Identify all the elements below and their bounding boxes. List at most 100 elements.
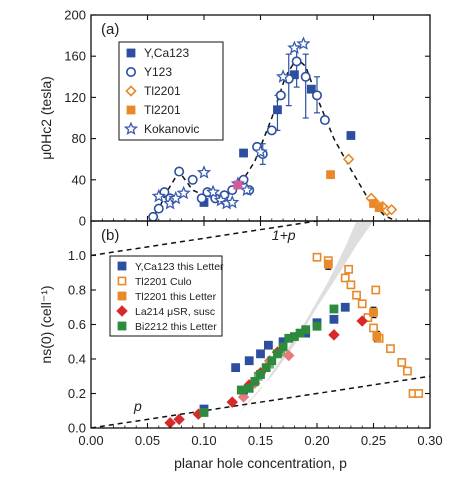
error-bar [302, 53, 309, 119]
data-point [199, 408, 209, 417]
legend-a: Y,Ca123 Y123 Tl2201 Tl2201 Kokanovic [118, 41, 224, 141]
y-tick-label: 80 [72, 131, 86, 146]
data-point [151, 188, 166, 203]
data-point [319, 115, 330, 126]
data-point [278, 342, 288, 352]
annotation-1: p [133, 398, 142, 414]
x-tick-label: 0.15 [248, 433, 273, 448]
data-point [340, 273, 350, 283]
data-point [311, 90, 322, 101]
panel-label: (b) [101, 227, 119, 244]
data-point [250, 377, 260, 386]
legend-marker [126, 67, 137, 78]
data-point [173, 413, 185, 426]
plot-area-a [148, 36, 398, 221]
data-point [296, 36, 311, 50]
data-point [205, 184, 221, 199]
data-point [153, 203, 164, 214]
data-point [244, 383, 254, 393]
data-point [226, 396, 238, 408]
y-axis-label: μ0Hc2 (tesla) [38, 76, 54, 160]
y-tick-label: 0.0 [68, 421, 86, 436]
faded-point-1-3 [283, 349, 295, 362]
y-tick-label: 40 [72, 172, 86, 187]
data-point [196, 165, 212, 179]
data-point [402, 366, 412, 376]
legend-marker [126, 105, 136, 115]
y-tick-label: 0.8 [68, 283, 86, 298]
legend-marker [117, 291, 127, 301]
legend-box [109, 255, 223, 337]
data-point [273, 349, 282, 359]
series-0 [199, 70, 356, 207]
y-tick-label: 160 [64, 49, 86, 64]
data-point [300, 71, 311, 82]
x-axis-label: planar hole concentration, p [174, 455, 347, 471]
data-point [386, 344, 395, 354]
faded-point-1-0 [237, 391, 250, 403]
legend-label: Y123 [144, 65, 172, 79]
confidence-band [237, 221, 397, 415]
data-point [273, 105, 282, 115]
data-point [306, 84, 316, 94]
data-point [253, 144, 268, 159]
legend-marker [123, 121, 139, 136]
annotation-0: 1+p [272, 227, 296, 243]
legend-marker [117, 276, 127, 286]
data-point [346, 280, 356, 290]
data-point [244, 356, 254, 366]
y-tick-label: 0 [79, 214, 86, 229]
y-tick-label: 0.4 [68, 352, 86, 367]
data-point [329, 304, 339, 314]
legend-label: Y,Ca123 this Letter [135, 261, 224, 273]
data-point [342, 153, 355, 165]
data-point [369, 323, 378, 333]
legend-label: Tl2201 Culo [135, 276, 192, 288]
x-tick-label: 0.25 [361, 433, 386, 448]
data-point [372, 332, 382, 341]
data-point [352, 290, 361, 300]
y-tick-label: 1.0 [68, 248, 86, 263]
series-3 [326, 170, 384, 213]
data-point [231, 363, 241, 373]
legend-marker [117, 261, 127, 271]
legend-marker [125, 85, 137, 97]
panel-label: (a) [101, 21, 119, 38]
x-tick-label: 0.10 [191, 433, 216, 448]
data-point [328, 329, 340, 341]
y-tick-label: 0.2 [68, 386, 86, 401]
guide-line-0 [91, 221, 322, 257]
data-point [397, 358, 407, 367]
x-tick-label: 0.30 [417, 433, 442, 448]
data-point [371, 285, 381, 295]
series-4 [199, 304, 339, 417]
data-point [267, 356, 277, 366]
data-point [329, 314, 339, 324]
panel-b: 0.00 0.05 0.10 0.15 0.20 0.25 0.30 0.0 0.2 0.4 0.6… [38, 220, 443, 471]
legend-label: Tl2201 [144, 103, 181, 117]
legend-label: Y,Ca123 [144, 46, 189, 60]
data-point [256, 349, 265, 359]
x-tick-label: 0.05 [135, 433, 160, 448]
data-point [236, 385, 246, 395]
x-tick-label: 0.20 [304, 433, 329, 448]
data-point [225, 194, 240, 209]
legend-label: Bi2212 this Letter [135, 321, 217, 333]
series-2 [323, 259, 382, 341]
data-point [187, 174, 198, 185]
data-point [340, 302, 350, 312]
special-point [233, 180, 243, 190]
data-point [414, 389, 424, 398]
legend-label: Kokanovic [144, 122, 199, 136]
legend-label: La214 μSR, susc [135, 306, 215, 318]
guide-line-1 [91, 375, 430, 428]
data-point [357, 299, 367, 309]
data-point [374, 203, 384, 213]
data-point [266, 125, 277, 136]
data-point [301, 325, 311, 335]
data-point [312, 321, 322, 331]
panel-a: 0 40 80 120 160 200 (a) μ0Hc2 (tesla) Y,Ca123 Y12… [38, 8, 431, 229]
data-point [291, 56, 302, 67]
y-tick-label: 120 [64, 90, 86, 105]
